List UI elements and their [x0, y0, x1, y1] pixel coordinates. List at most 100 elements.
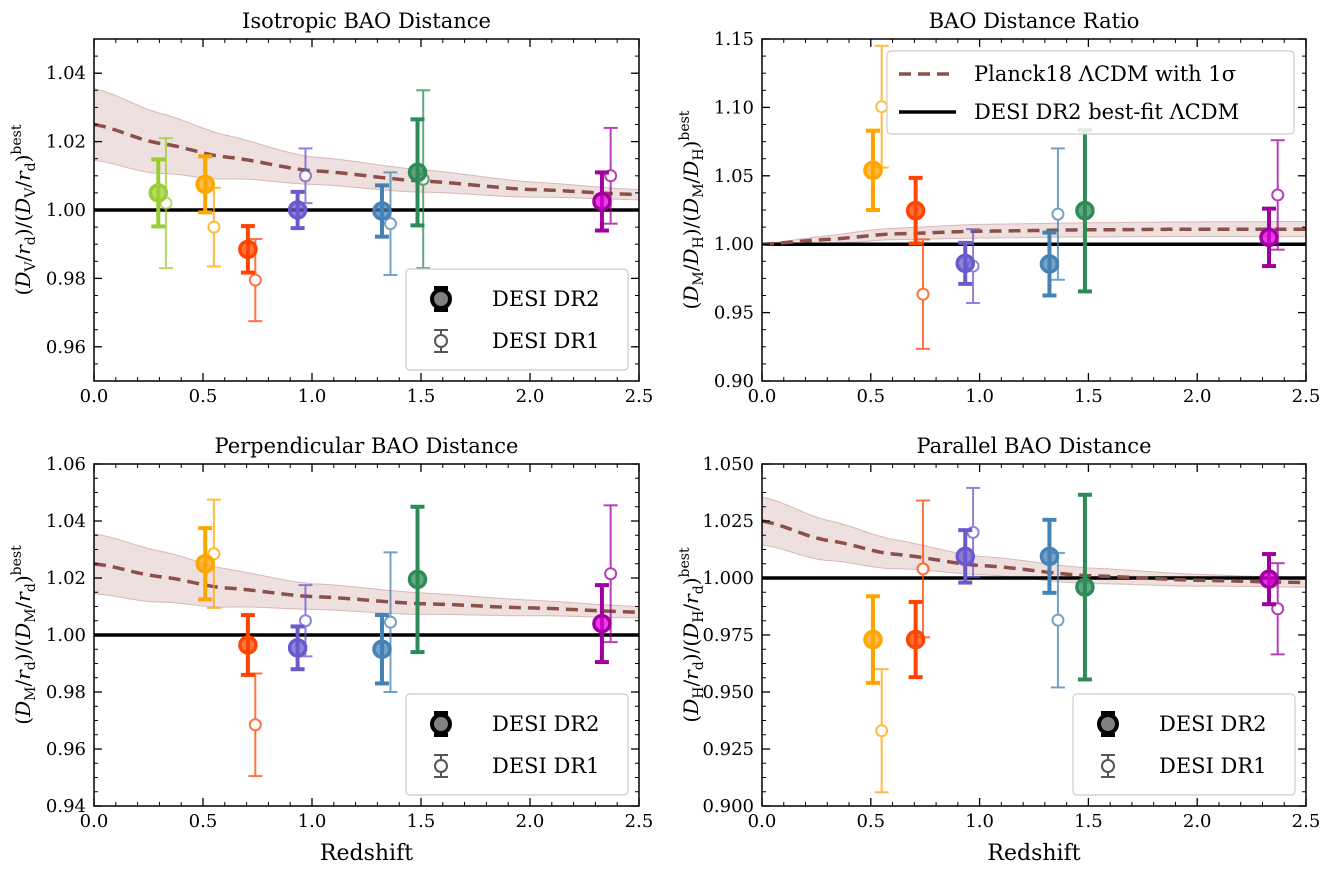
- dr2-point-lrg3-elg1: [955, 528, 975, 585]
- y-axis-label-part: /: [679, 604, 703, 611]
- x-tick-label: 1.5: [1074, 811, 1103, 832]
- y-axis-label-part: H: [691, 236, 707, 248]
- y-axis-label-part: ): [11, 155, 35, 163]
- legend-open-marker: [434, 759, 448, 773]
- planck-curve: [762, 519, 1306, 585]
- y-axis-label-part: /: [679, 221, 703, 228]
- y-tick-label: 1.10: [714, 97, 754, 118]
- plot-area: [94, 498, 639, 778]
- dr1-point-lrg2: [916, 499, 931, 639]
- x-tick-label: 2.5: [1292, 386, 1321, 407]
- dr1-point-elg2: [1050, 551, 1065, 689]
- y-axis-label-part: ): [11, 575, 35, 583]
- legend-box: [1072, 693, 1296, 796]
- planck-1sigma-band: [94, 88, 639, 201]
- dr1-marker: [1271, 188, 1285, 202]
- dr1-point-lrg3-elg1: [298, 147, 313, 205]
- y-axis-label-part: /: [11, 221, 35, 228]
- planck-1sigma-band: [94, 533, 639, 619]
- dr1-marker: [207, 220, 221, 234]
- x-tick-label: 2.5: [625, 386, 654, 407]
- x-tick-label: 0.0: [748, 386, 777, 407]
- y-axis-label-part: best: [9, 545, 25, 575]
- planck-curve: [94, 562, 639, 614]
- dr2-point-lrg3-elg1: [955, 240, 975, 286]
- y-axis-label-part: ): [11, 228, 35, 236]
- dr1-marker: [1051, 207, 1065, 221]
- dr2-marker: [407, 569, 428, 590]
- x-tick-label: 2.0: [516, 811, 545, 832]
- dr1-marker: [248, 273, 262, 287]
- planck-1sigma-band: [762, 496, 1306, 588]
- y-tick-label: 1.00: [46, 200, 86, 221]
- dr2-point-lrg2: [905, 599, 926, 680]
- dr1-point-elg2: [383, 551, 398, 693]
- dr2-point-lrg1: [195, 154, 215, 215]
- y-axis-label-part: D: [679, 699, 703, 716]
- y-axis-label-part: D: [11, 701, 35, 718]
- dr2-point-lrg1: [863, 128, 883, 212]
- x-axis-label: Redshift: [320, 841, 413, 866]
- y-axis-label-part: r: [679, 593, 703, 604]
- plot-area: [762, 44, 1306, 350]
- legend-filled-marker: [1097, 713, 1119, 735]
- y-tick-label: 0.94: [46, 796, 86, 817]
- dr1-marker: [1051, 613, 1065, 627]
- x-tick-label: 2.0: [1183, 811, 1212, 832]
- legend: DESI DR2 DESI DR1: [405, 268, 629, 371]
- y-axis-label-part: ): [679, 577, 703, 585]
- legend-label-planck: Planck18 ΛCDM with 1σ: [974, 62, 1236, 86]
- dr2-point-lya: [592, 583, 612, 665]
- y-axis-label-part: H: [691, 611, 707, 623]
- y-axis-label-part: d: [23, 583, 39, 592]
- x-tick-label: 2.5: [1292, 811, 1321, 832]
- dr1-point-lya: [1270, 139, 1285, 251]
- x-tick-label: 0.0: [80, 811, 109, 832]
- dr2-marker: [148, 183, 169, 203]
- dr2-marker: [407, 162, 428, 183]
- y-tick-label: 1.05: [714, 166, 754, 187]
- dr2-marker: [238, 635, 258, 655]
- legend-filled-marker: [430, 288, 452, 310]
- legend-label-bestfit: DESI DR2 best-fit ΛCDM: [974, 100, 1239, 124]
- legend-label-dr2: DESI DR2: [492, 712, 600, 736]
- dr2-marker: [195, 554, 215, 574]
- y-tick-label: 0.98: [46, 268, 86, 289]
- dr1-point-lrg1: [874, 44, 889, 169]
- y-axis-label-part: r: [11, 591, 35, 602]
- legend-open-marker: [434, 334, 448, 348]
- y-axis-label-part: D: [11, 623, 35, 640]
- y-axis-label-part: r: [679, 669, 703, 680]
- y-tick-label: 0.98: [46, 682, 86, 703]
- dr2-marker: [592, 191, 612, 212]
- y-axis-label-part: best: [9, 124, 25, 154]
- y-tick-label: 1.050: [702, 454, 754, 475]
- dr1-marker: [916, 287, 930, 301]
- y-tick-label: 1.06: [46, 454, 86, 475]
- y-tick-label: 1.00: [714, 234, 754, 255]
- dr2-point-lrg1: [863, 594, 883, 685]
- dr2-marker: [905, 200, 926, 221]
- x-tick-label: 0.5: [856, 811, 885, 832]
- y-tick-label: 1.02: [46, 132, 86, 153]
- y-axis-label-part: D: [11, 272, 35, 289]
- y-axis-label-part: (: [11, 639, 35, 647]
- y-axis-label-part: D: [679, 623, 703, 640]
- y-tick-label: 0.90: [714, 371, 754, 392]
- x-tick-label: 2.5: [625, 811, 654, 832]
- y-axis-label-part: d: [23, 236, 39, 245]
- legend-label-dr1: DESI DR1: [1159, 754, 1267, 778]
- x-tick-label: 0.5: [189, 811, 218, 832]
- dr1-marker: [875, 100, 889, 114]
- dr2-marker: [955, 546, 975, 567]
- dr2-point-qso: [407, 504, 428, 655]
- y-axis-label-part: /: [679, 264, 703, 271]
- y-axis-label-part: /: [679, 680, 703, 687]
- plot-area: [94, 88, 639, 323]
- dr2-marker: [1039, 254, 1060, 274]
- dr2-point-lya: [1259, 206, 1279, 269]
- y-axis-label: (DM/DH)/(DM/DH)best: [677, 110, 707, 309]
- y-axis-label-part: ): [679, 653, 703, 661]
- dr1-marker: [383, 217, 397, 231]
